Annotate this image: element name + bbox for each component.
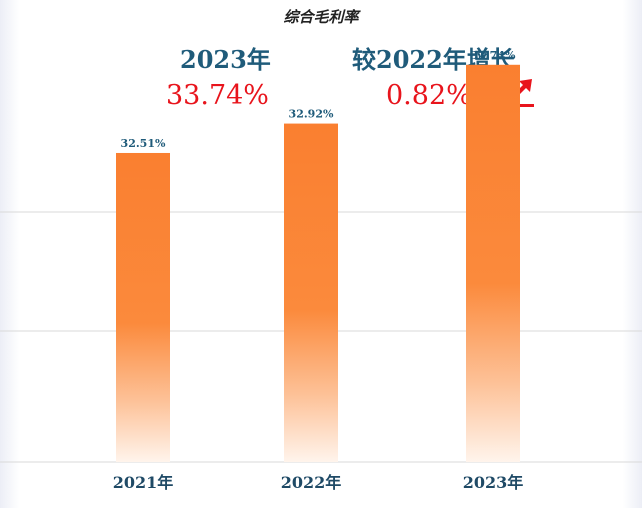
bar-2 — [466, 64, 520, 463]
bar-1 — [284, 123, 338, 463]
kpi-year-label: 2023年 — [180, 45, 271, 74]
bar-0 — [116, 152, 170, 462]
x-tick-label-0: 2021年 — [113, 473, 174, 492]
data-label-0: 32.51% — [121, 137, 166, 150]
data-label-1: 32.92% — [289, 108, 334, 121]
kpi-year-value: 33.74% — [166, 80, 269, 111]
kpi-growth-value: 0.82% — [386, 80, 472, 111]
data-label-2: 33.74% — [471, 49, 516, 62]
x-tick-label-1: 2022年 — [281, 473, 342, 492]
x-tick-label-2: 2023年 — [463, 473, 524, 492]
chart-title: 综合毛利率 — [283, 8, 359, 26]
